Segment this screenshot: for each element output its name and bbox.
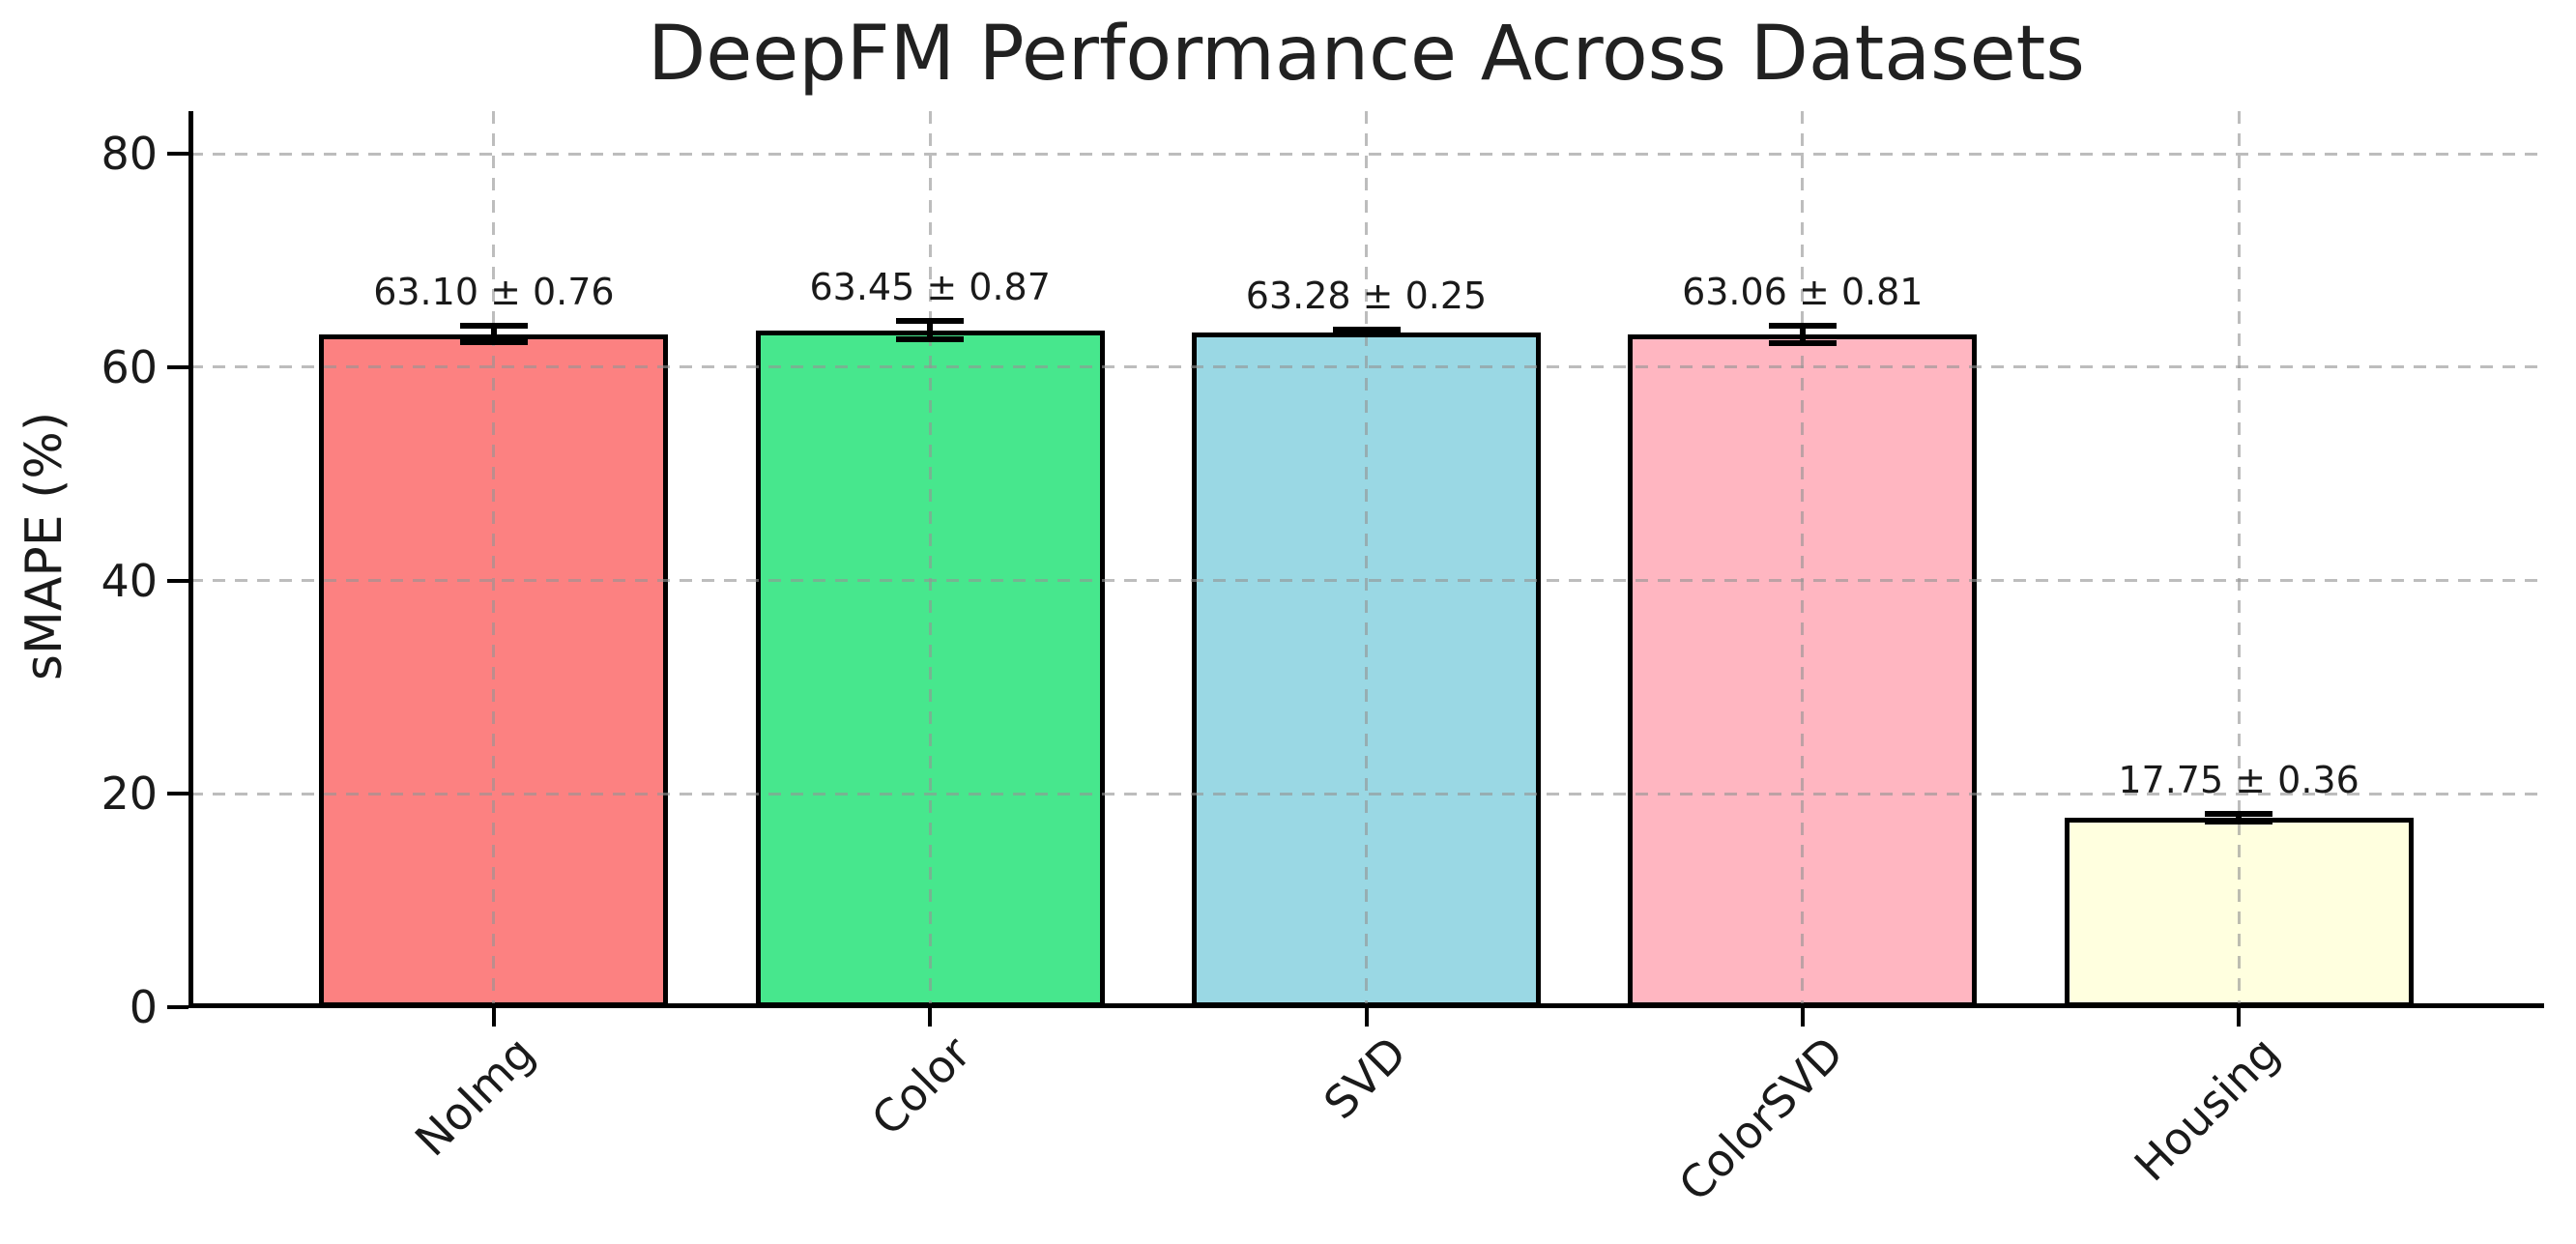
error-bar-cap-bottom [1332,332,1401,338]
bar-value-label: 17.75 ± 0.36 [2118,759,2359,802]
x-axis-spine [188,1003,2544,1008]
y-tick-label: 20 [101,767,158,821]
horizontal-gridline [190,579,2546,583]
error-bar-line [2236,814,2243,823]
y-tick-mark [167,792,188,796]
chart-title: DeepFM Performance Across Datasets [648,11,2085,98]
error-bar-cap-top [1332,326,1401,333]
x-category-label: SVD [1314,1027,1417,1130]
bar-value-label: 63.45 ± 0.87 [809,266,1051,309]
vertical-gridline [928,111,932,1007]
vertical-gridline [1801,111,1805,1007]
vertical-gridline [1365,111,1368,1007]
x-tick-mark [1364,1007,1369,1027]
error-bar-line [1799,326,1806,344]
x-tick-mark [2237,1007,2242,1027]
vertical-gridline [492,111,496,1007]
error-bar-cap-bottom [1768,340,1837,347]
y-axis-spine [188,111,193,1007]
x-tick-mark [928,1007,933,1027]
y-tick-label: 80 [101,128,158,181]
y-tick-mark [167,364,188,369]
error-bar-cap-bottom [896,336,965,343]
horizontal-gridline [190,792,2546,796]
y-axis-label: sMAPE (%) [15,411,73,681]
error-bar-cap-top [1768,323,1837,330]
x-category-label: ColorSVD [1667,1027,1853,1212]
bar-value-label: 63.28 ± 0.25 [1245,274,1488,317]
y-tick-mark [167,1005,188,1009]
x-category-label: NoImg [404,1027,545,1167]
error-bar-cap-top [2205,811,2273,818]
bar-value-label: 63.06 ± 0.81 [1682,271,1924,314]
x-category-label: Housing [2124,1027,2290,1192]
y-tick-mark [167,578,188,583]
vertical-gridline [2237,111,2241,1007]
y-tick-mark [167,152,188,157]
horizontal-gridline [190,365,2546,369]
y-tick-label: 60 [101,340,158,393]
bar-value-label: 63.10 ± 0.76 [373,271,615,314]
plot-area: 0 20 40 60 80 63.10 ± 0.76 NoImg 63.45 ± 0.87 Co… [101,111,2546,1211]
x-tick-mark [1800,1007,1805,1027]
error-bar-line [927,321,934,340]
error-bar-cap-bottom [2205,819,2273,825]
horizontal-gridline [190,152,2546,156]
y-tick-label: 40 [101,554,158,607]
error-bar-cap-top [896,318,965,325]
x-tick-mark [491,1007,496,1027]
error-bar-line [490,326,497,343]
y-tick-label: 0 [129,981,158,1033]
error-bar-cap-bottom [459,339,528,346]
error-bar-cap-top [459,323,528,330]
x-category-label: Color [861,1027,981,1146]
